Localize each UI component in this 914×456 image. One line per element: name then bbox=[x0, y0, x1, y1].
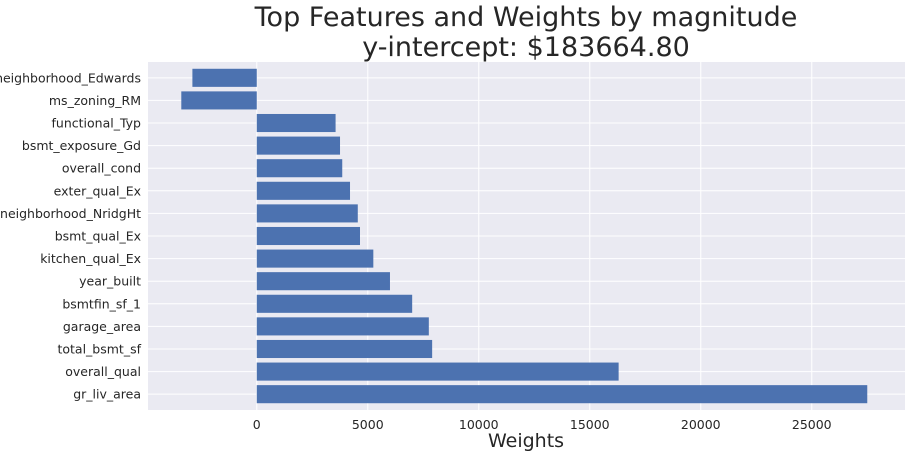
bar-functional-typ bbox=[256, 113, 336, 133]
bar-year-built bbox=[256, 272, 390, 291]
y-tick-label: kitchen_qual_Ex bbox=[40, 251, 141, 266]
y-tick-label: gr_liv_area bbox=[73, 387, 141, 402]
chart-title-line-1: Top Features and Weights by magnitude bbox=[254, 2, 798, 33]
bar-bsmt-exposure-gd bbox=[256, 136, 341, 155]
bar-garage-area bbox=[256, 317, 429, 336]
y-tick-labels: neighborhood_Edwards ms_zoning_RM function… bbox=[0, 70, 142, 401]
bar-exter-qual-ex bbox=[256, 181, 351, 200]
x-tick-label: 5000 bbox=[352, 417, 384, 432]
bar-gr-liv-area bbox=[256, 385, 868, 404]
bars bbox=[181, 68, 868, 404]
bar-neighborhood-nridght bbox=[256, 204, 358, 223]
y-tick-label: bsmt_exposure_Gd bbox=[22, 138, 141, 153]
bar-ms-zoning-rm bbox=[181, 91, 257, 110]
y-tick-label: ms_zoning_RM bbox=[49, 93, 141, 108]
y-tick-label: neighborhood_NridgHt bbox=[0, 206, 141, 221]
x-tick-label: 25000 bbox=[792, 417, 832, 432]
y-tick-label: exter_qual_Ex bbox=[54, 183, 141, 198]
x-tick-label: 20000 bbox=[681, 417, 721, 432]
x-axis-label: Weights bbox=[488, 430, 564, 452]
y-tick-label: functional_Typ bbox=[52, 116, 142, 131]
x-tick-label: 10000 bbox=[459, 417, 499, 432]
bar-kitchen-qual-ex bbox=[256, 249, 374, 268]
bar-bsmtfin-sf-1 bbox=[256, 294, 413, 313]
bar-overall-cond bbox=[256, 159, 343, 178]
x-tick-label: 0 bbox=[253, 417, 261, 432]
bar-total-bsmt-sf bbox=[256, 339, 433, 359]
y-tick-label: overall_cond bbox=[62, 161, 141, 176]
bar-overall-qual bbox=[256, 362, 619, 381]
bar-neighborhood-edwards bbox=[192, 68, 257, 87]
chart-title-line-2: y-intercept: $183664.80 bbox=[362, 32, 690, 63]
x-tick-label: 15000 bbox=[570, 417, 610, 432]
bar-bsmt-qual-ex bbox=[256, 226, 361, 246]
y-tick-label: bsmtfin_sf_1 bbox=[62, 296, 141, 311]
x-tick-labels: 0 5000 10000 15000 20000 25000 bbox=[253, 417, 832, 432]
y-tick-label: garage_area bbox=[63, 319, 141, 334]
y-tick-label: neighborhood_Edwards bbox=[0, 70, 141, 85]
y-tick-label: year_built bbox=[79, 274, 141, 289]
y-tick-label: total_bsmt_sf bbox=[57, 341, 141, 356]
y-tick-label: bsmt_qual_Ex bbox=[55, 229, 141, 244]
y-tick-label: overall_qual bbox=[65, 364, 141, 379]
